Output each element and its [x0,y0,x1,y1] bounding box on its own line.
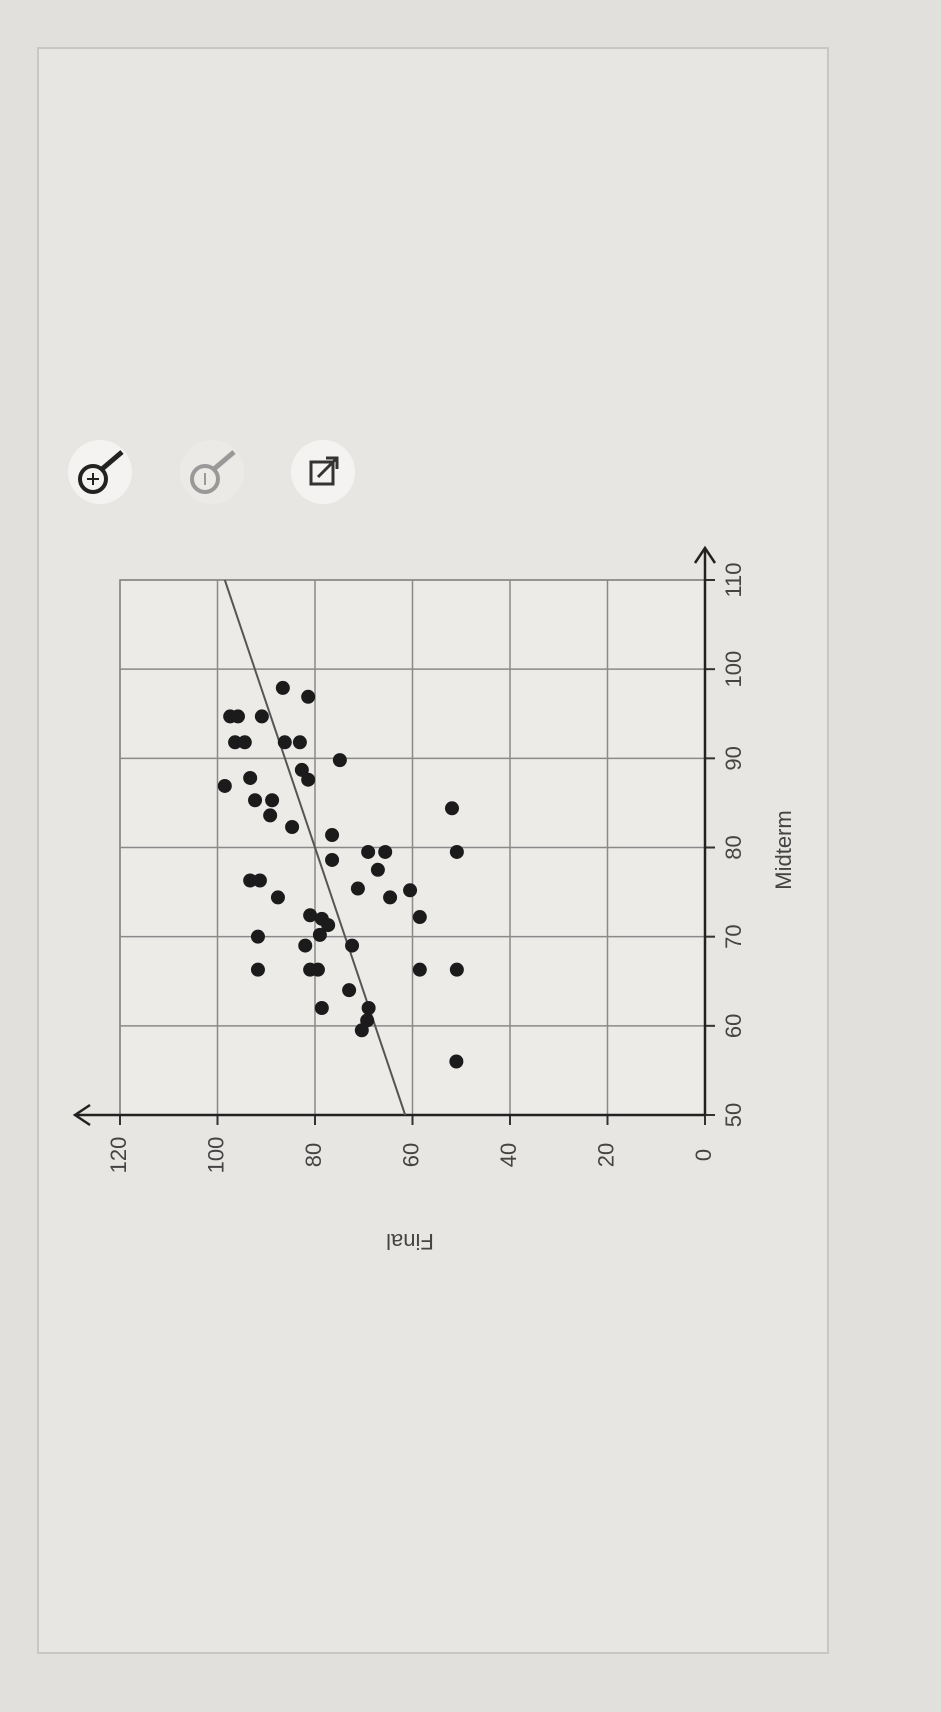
data-point [449,962,464,977]
y-tick-label: 120 [106,1137,131,1174]
data-point [449,844,464,859]
data-point [303,908,318,923]
x-axis-arrow [693,545,717,564]
x-tick-label: 60 [721,1014,746,1038]
zoom-in-button[interactable] [68,440,132,504]
data-point [342,983,357,998]
data-point [285,819,300,834]
y-tick-label: 60 [398,1143,423,1167]
data-point [270,890,285,905]
data-point [301,689,316,704]
data-point [360,1013,375,1028]
expand-button[interactable] [291,440,355,504]
data-point [412,962,427,977]
data-point [325,828,340,843]
data-point [350,881,365,896]
data-point [449,1054,464,1069]
data-point [250,929,265,944]
x-tick-label: 110 [721,562,746,597]
y-axis-label: Final [386,1229,434,1254]
data-point [228,735,243,750]
y-tick-label: 0 [691,1149,716,1161]
y-tick-label: 80 [301,1143,326,1167]
trend-line [223,579,407,1116]
data-point [332,753,347,768]
data-point [412,910,427,925]
data-point [325,852,340,867]
data-point [444,801,459,816]
x-axis-label: Midterm [771,810,796,889]
data-point [345,938,360,953]
data-point [383,890,398,905]
data-point [243,770,258,785]
data-point [237,735,252,750]
data-point [378,844,393,859]
data-point [294,762,309,777]
x-tick-label: 80 [721,835,746,859]
data-point [275,680,290,695]
data-point [403,883,418,898]
data-point [361,1001,376,1015]
data-point [217,778,232,793]
x-tick-label: 90 [721,746,746,770]
data-point [314,1001,329,1015]
data-point [370,862,385,877]
data-point [263,808,278,823]
y-tick-label: 100 [203,1137,228,1174]
data-point [250,962,265,977]
data-point [265,793,280,808]
y-axis-arrow [72,1103,91,1127]
data-point [254,709,269,724]
data-point [277,735,292,750]
data-point [361,844,376,859]
data-point [292,735,307,750]
data-point [230,709,245,724]
data-point [298,938,313,953]
data-point [321,918,336,933]
data-point [248,793,263,808]
data-point [312,927,327,942]
data-point [243,873,258,888]
x-tick-label: 70 [721,924,746,948]
y-tick-label: 40 [496,1143,521,1167]
data-point [310,962,325,977]
x-tick-label: 50 [721,1103,746,1127]
x-tick-label: 100 [721,651,746,688]
data-point [252,873,267,888]
zoom-out-button[interactable] [180,440,244,504]
y-tick-label: 20 [593,1143,618,1167]
